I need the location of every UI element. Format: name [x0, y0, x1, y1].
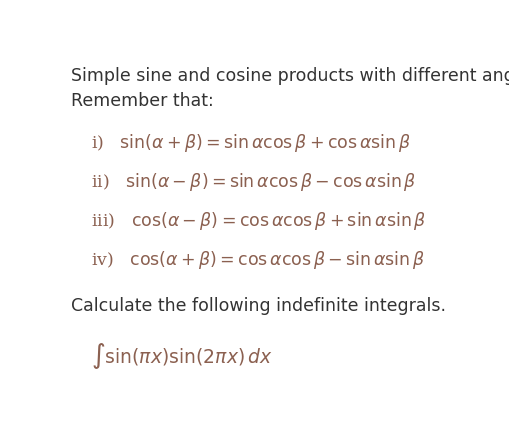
Text: Simple sine and cosine products with different angles.: Simple sine and cosine products with dif… — [71, 67, 509, 85]
Text: Calculate the following indefinite integrals.: Calculate the following indefinite integ… — [71, 297, 446, 315]
Text: ii)   $\sin(\alpha - \beta) = \sin\alpha\cos\beta - \cos\alpha\sin\beta$: ii) $\sin(\alpha - \beta) = \sin\alpha\c… — [91, 171, 417, 193]
Text: $\int \sin(\pi x)\sin(2\pi x)\,dx$: $\int \sin(\pi x)\sin(2\pi x)\,dx$ — [91, 342, 273, 371]
Text: i)   $\sin(\alpha + \beta) = \sin\alpha\cos\beta + \cos\alpha\sin\beta$: i) $\sin(\alpha + \beta) = \sin\alpha\co… — [91, 132, 411, 154]
Text: iii)   $\cos(\alpha - \beta) = \cos\alpha\cos\beta + \sin\alpha\sin\beta$: iii) $\cos(\alpha - \beta) = \cos\alpha\… — [91, 210, 427, 232]
Text: iv)   $\cos(\alpha + \beta) = \cos\alpha\cos\beta - \sin\alpha\sin\beta$: iv) $\cos(\alpha + \beta) = \cos\alpha\c… — [91, 249, 426, 271]
Text: Remember that:: Remember that: — [71, 93, 213, 110]
